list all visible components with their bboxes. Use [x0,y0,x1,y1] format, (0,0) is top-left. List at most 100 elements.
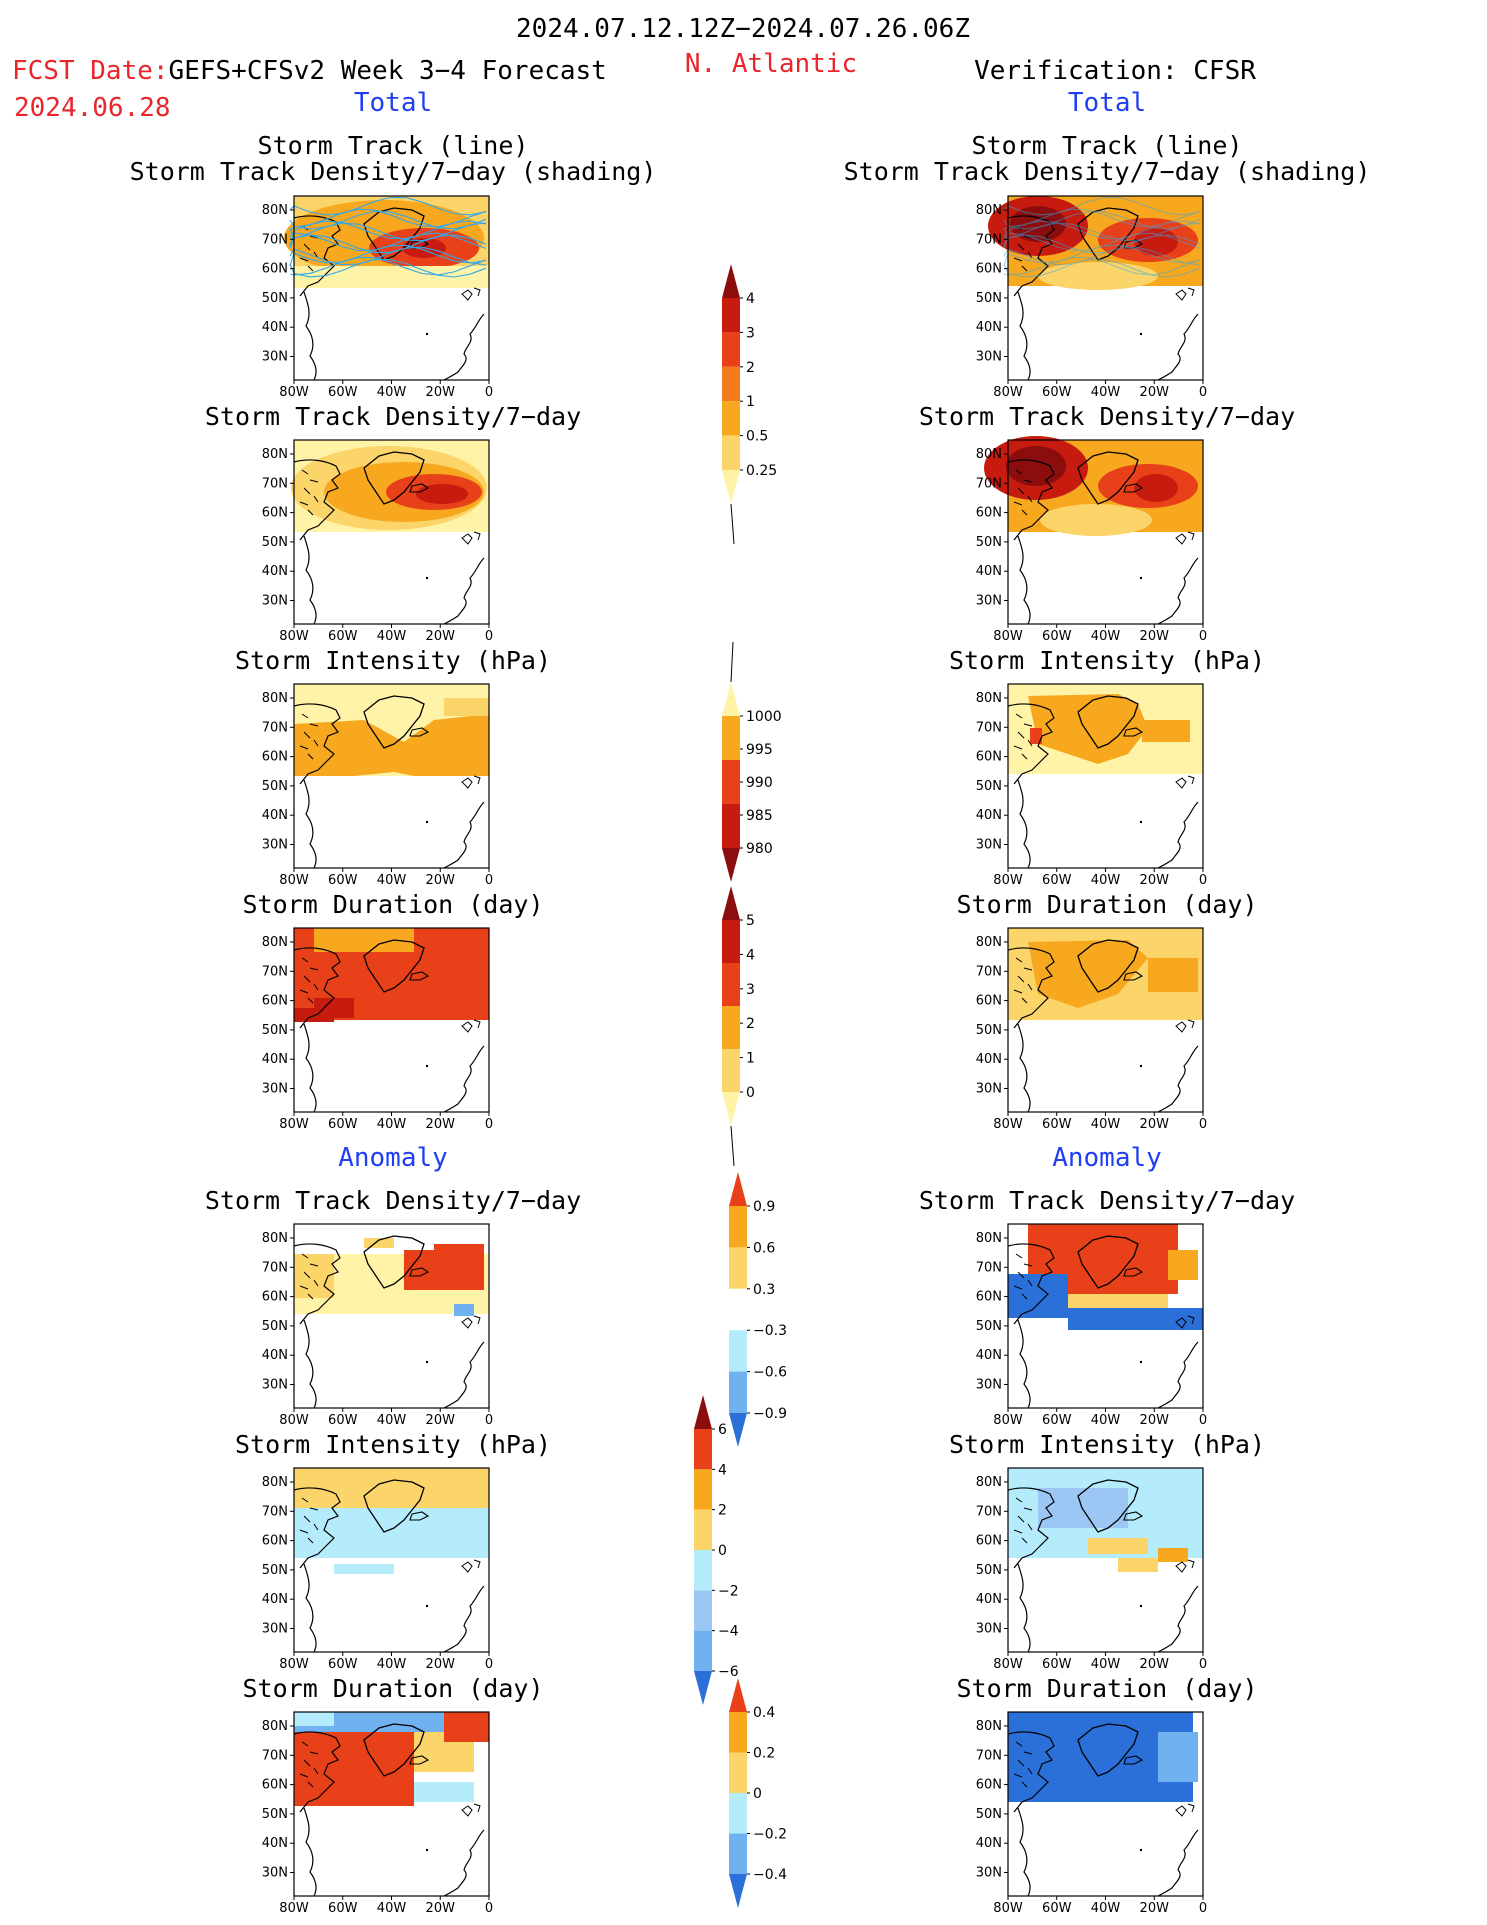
storm-track-line [289,246,487,266]
colorbar-swatches [694,1395,712,1705]
lat-tick-label: 50N [262,1807,288,1822]
azores-marker [425,576,429,580]
colorbar-swatch [694,1509,712,1550]
map-shading [1008,1712,1198,1802]
lon-tick-label: 20W [1140,1657,1170,1672]
forecast-period-title: 2024.07.12.12Z−2024.07.26.06Z [516,14,970,44]
lat-tick-label: 30N [262,1378,288,1393]
lon-tick-label: 0 [1199,1413,1207,1428]
lat-tick-label: 30N [976,1622,1002,1637]
lon-tick-label: 40W [1091,873,1121,888]
coastlines [293,1723,485,1897]
lat-tick-label: 60N [262,1290,288,1305]
colorbar-swatches [729,1172,747,1447]
colorbar-swatch [694,1550,712,1591]
storm-track-line [1003,246,1201,266]
coastlines [1007,451,1199,625]
colorbar-labels: 1000 995 990 985 980 [740,709,782,857]
shading-cell [1088,1538,1148,1554]
coastlines [293,695,485,869]
shading-cell [1038,1488,1128,1528]
vf-anom-intensity-title: Storm Intensity (hPa) [948,1430,1266,1459]
colorbar-label: −6 [718,1664,739,1680]
storm-track-line [1003,244,1201,267]
lon-tick-label: 20W [1140,1413,1170,1428]
shading-cell [1008,1274,1068,1318]
lat-tick-label: 60N [976,994,1002,1009]
british-isles-coastline [461,1019,481,1033]
fc-anom-intensity-title: Storm Intensity (hPa) [234,1430,552,1459]
map-axes: 80N 70N 60N 50N 40N 30N 80W 60W 40W 20W 0 [262,203,493,400]
storm-track-line [1003,210,1201,230]
lat-tick-label: 80N [976,935,1002,950]
lat-tick-label: 30N [262,1622,288,1637]
lon-tick-label: 60W [328,629,358,644]
colorbar-swatch [729,1712,747,1753]
europe-africa-coastline [1157,313,1199,381]
lon-tick-label: 40W [1091,1117,1121,1132]
shading-cell [294,1508,489,1558]
shading-cell [1142,720,1190,742]
colorbar-label: 980 [746,841,773,857]
lat-tick-label: 70N [262,720,288,735]
lon-tick-label: 20W [426,1901,456,1916]
storm-tracks [1003,196,1201,278]
lon-tick-label: 20W [1140,1117,1170,1132]
shading-cell [1148,958,1198,992]
shading-cell [314,998,354,1018]
fcst-line: FCST Date:GEFS+CFSv2 Week 3−4 Forecast [12,58,607,84]
lat-tick-label: 50N [976,1563,1002,1578]
colorbar-swatch [694,1429,712,1470]
europe-africa-coastline [443,1829,485,1897]
colorbar-bottom-arrow [722,470,740,504]
colorbar-swatch [729,1371,747,1413]
lon-tick-label: 80W [279,385,309,400]
shading-cell [334,1564,394,1574]
british-isles-coastline [461,775,481,789]
forecast-anomaly-label: Anomaly [338,1143,448,1173]
lat-tick-label: 70N [976,476,1002,491]
shading-cell [294,266,489,288]
arctic-islands-coastline [299,1741,319,1788]
iceland-coastline [1123,1267,1144,1277]
greenland-coastline [363,1235,425,1289]
us-east-coastline [1017,1807,1031,1897]
greenland-coastline [363,1479,425,1533]
lat-tick-label: 40N [262,1836,288,1851]
coastlines [1007,1723,1199,1897]
shading-cell [1030,728,1042,744]
fc-intensity-map: 80N 70N 60N 50N 40N 30N 80W 60W 40W 20W 0 [262,683,493,888]
colorbar-bottom-arrow [722,1092,740,1126]
lon-tick-label: 20W [426,1657,456,1672]
coastlines [293,1479,485,1653]
map-shading [294,928,489,1022]
map-axes: 80N 70N 60N 50N 40N 30N 80W 60W 40W 20W 0 [976,691,1207,888]
fc-duration-title: Storm Duration (day) [242,890,544,919]
british-isles-coastline [1175,531,1195,545]
greenland-coastline [1077,1723,1139,1777]
greenland-coastline [1077,695,1139,749]
canada-coastline [293,703,341,785]
arctic-islands-coastline [299,1497,319,1544]
lat-tick-label: 60N [976,506,1002,521]
lon-tick-label: 20W [426,385,456,400]
greenland-coastline [363,939,425,993]
lat-tick-label: 80N [262,935,288,950]
us-east-coastline [303,1563,317,1653]
lon-tick-label: 60W [328,1901,358,1916]
shading-cell [294,1712,334,1726]
colorbar-label: 1 [746,394,755,410]
arctic-islands-coastline [299,469,319,516]
greenland-coastline [363,695,425,749]
lon-tick-label: 20W [1140,385,1170,400]
arctic-islands-coastline [299,957,319,1004]
lat-tick-label: 30N [262,838,288,853]
colorbar-swatch [722,298,740,333]
lon-tick-label: 80W [993,385,1023,400]
intensity-anomaly-colorbar: 6 4 2 0 −2 −4 −6 [694,1395,739,1705]
us-east-coastline [303,779,317,869]
europe-africa-coastline [1157,1829,1199,1897]
lon-tick-label: 80W [993,1413,1023,1428]
colorbar-bottom-arrow [694,1671,712,1705]
europe-africa-coastline [1157,557,1199,625]
